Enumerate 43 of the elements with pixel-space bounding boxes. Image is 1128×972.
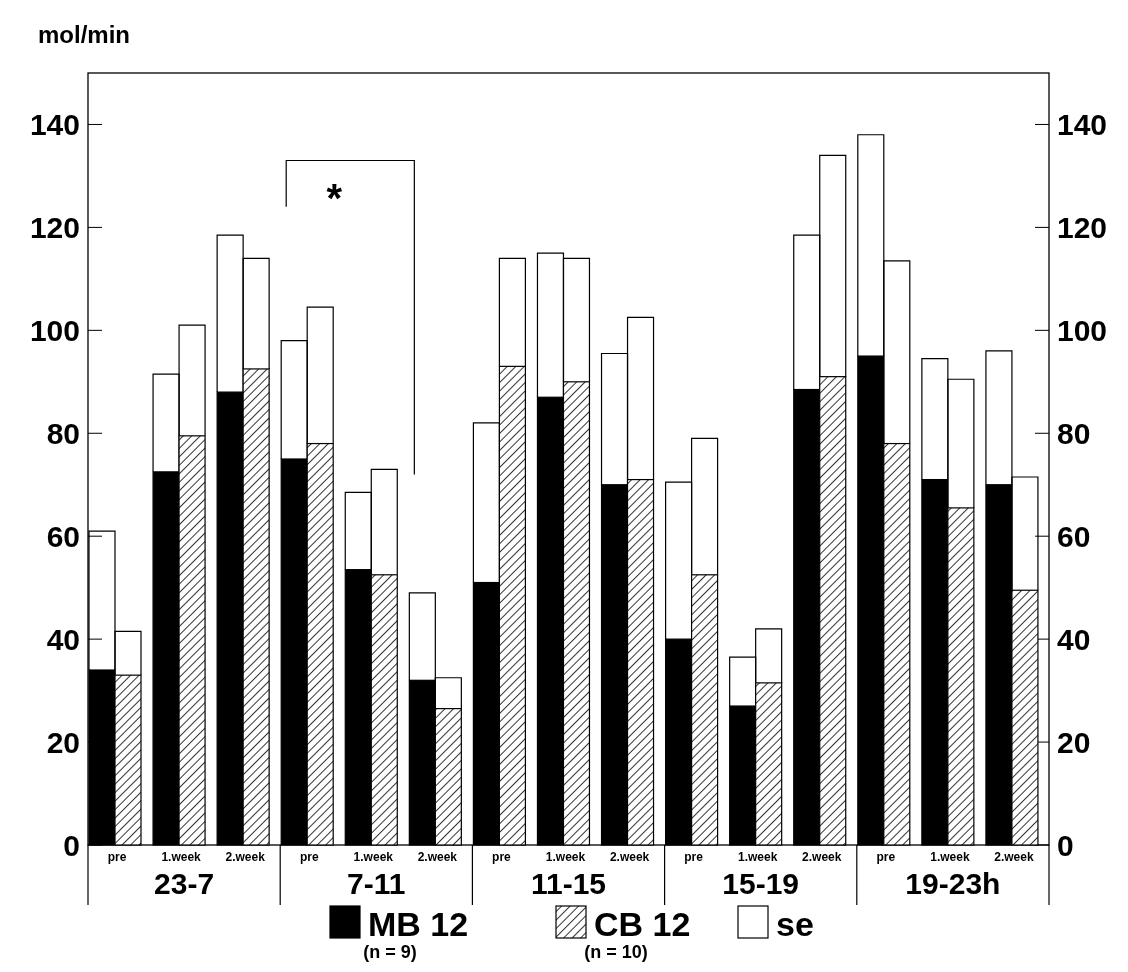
x-tick-label: 2.week bbox=[417, 850, 458, 864]
legend-label: se bbox=[776, 905, 814, 943]
text: 19-23h bbox=[905, 867, 1001, 900]
annotation: * bbox=[326, 175, 343, 220]
x-tick-label: pre bbox=[299, 850, 319, 864]
y2-tick-label: 120 bbox=[1057, 210, 1108, 244]
y-tick-label: 0 bbox=[63, 828, 80, 862]
y-tick-label: 20 bbox=[46, 725, 80, 759]
x-tick-label: 2.week bbox=[609, 850, 650, 864]
text: 11-15 bbox=[530, 867, 607, 900]
y-tick-label: 120 bbox=[29, 210, 80, 244]
y2-tick-label: 0 bbox=[1057, 828, 1074, 862]
text: (n = 9) bbox=[363, 942, 417, 962]
x-tick-label: 2.week bbox=[225, 850, 266, 864]
x-tick-label: pre bbox=[492, 850, 512, 864]
text: 7-11 bbox=[347, 867, 406, 900]
text: 15-19 bbox=[722, 867, 800, 900]
x-tick-label: 1.week bbox=[545, 850, 586, 864]
y2-tick-label: 40 bbox=[1057, 622, 1091, 656]
x-tick-label: pre bbox=[876, 850, 896, 864]
x-tick-label: pre bbox=[107, 850, 127, 864]
y-tick-label: 100 bbox=[29, 313, 80, 347]
x-tick-label: 2.week bbox=[802, 850, 842, 864]
x-tick-label: 1.week bbox=[738, 850, 778, 864]
y2-tick-label: 80 bbox=[1057, 416, 1091, 450]
y2-tick-label: 60 bbox=[1057, 519, 1091, 553]
legend-label: MB 12 bbox=[368, 905, 469, 943]
x-tick-label: 1.week bbox=[930, 850, 970, 864]
y-tick-label: 60 bbox=[46, 519, 80, 553]
y2-tick-label: 140 bbox=[1057, 107, 1108, 141]
y-axis-title: mol/min bbox=[38, 21, 131, 48]
x-tick-label: pre bbox=[684, 850, 704, 864]
text: (n = 10) bbox=[584, 942, 648, 962]
x-tick-label: 1.week bbox=[161, 850, 202, 864]
y2-tick-label: 100 bbox=[1057, 313, 1108, 347]
x-tick-label: 1.week bbox=[353, 850, 394, 864]
y-tick-label: 80 bbox=[46, 416, 80, 450]
y-tick-label: 140 bbox=[29, 107, 80, 141]
legend-label: CB 12 bbox=[594, 905, 691, 943]
x-tick-label: 2.week bbox=[994, 850, 1034, 864]
text: 23-7 bbox=[154, 867, 215, 900]
y2-tick-label: 20 bbox=[1057, 725, 1091, 759]
y-tick-label: 40 bbox=[46, 622, 80, 656]
